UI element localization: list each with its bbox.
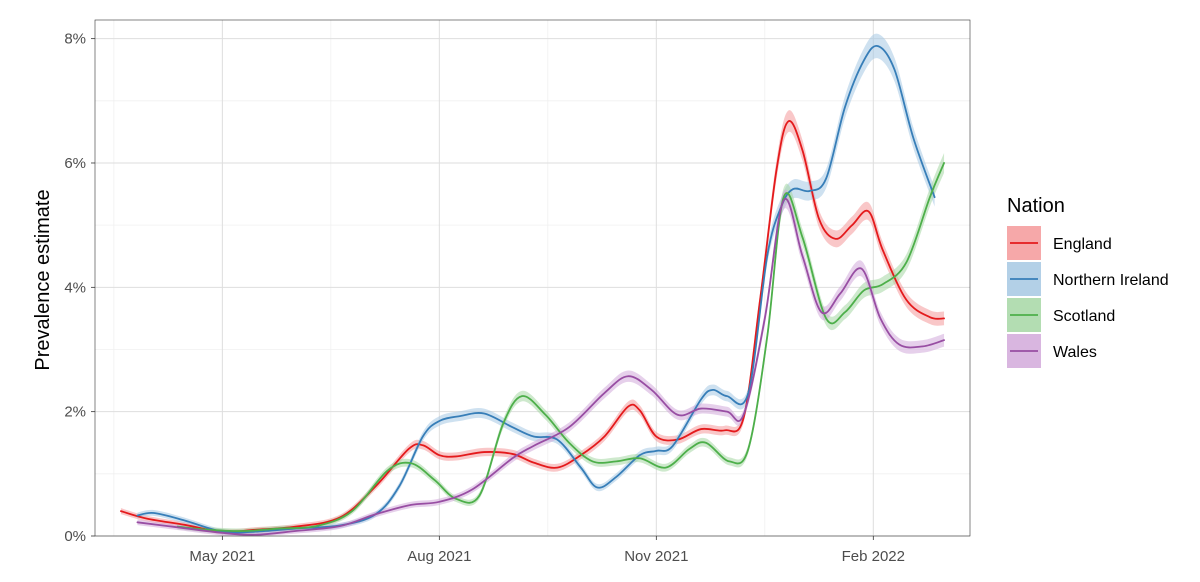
line-wales xyxy=(136,197,945,536)
legend-label-england: England xyxy=(1053,236,1112,253)
y-tick-label: 8% xyxy=(64,31,86,48)
legend-item-england: England xyxy=(1007,226,1112,260)
x-tick-label: Nov 2021 xyxy=(624,548,688,565)
ribbon-northern-ireland xyxy=(137,33,935,536)
legend-title: Nation xyxy=(1007,195,1065,217)
x-axis: May 2021 Aug 2021 Nov 2021 Feb 2022 xyxy=(189,536,905,565)
y-tick-label: 2% xyxy=(64,404,86,421)
legend-label-wales: Wales xyxy=(1053,344,1097,361)
legend: Nation England Northern Ireland Scotland Wa… xyxy=(1007,195,1169,368)
legend-label-scotland: Scotland xyxy=(1053,308,1115,325)
line-scotland xyxy=(176,162,945,532)
ribbon-scotland xyxy=(177,153,945,534)
legend-items: England Northern Ireland Scotland Wales xyxy=(1007,226,1169,368)
legend-item-northern-ireland: Northern Ireland xyxy=(1007,262,1169,296)
plot-panel xyxy=(94,19,971,537)
y-axis: 0% 2% 4% 6% 8% xyxy=(64,31,95,545)
x-tick-label: May 2021 xyxy=(189,548,255,565)
panel-border xyxy=(94,19,971,537)
minor-gridlines xyxy=(95,20,970,536)
x-tick-label: Aug 2021 xyxy=(407,548,471,565)
legend-item-scotland: Scotland xyxy=(1007,298,1115,332)
x-tick-label: Feb 2022 xyxy=(842,548,905,565)
legend-label-northern-ireland: Northern Ireland xyxy=(1053,272,1169,289)
ribbon-england xyxy=(120,110,945,535)
y-tick-label: 0% xyxy=(64,528,86,545)
y-axis-title: Prevalence estimate xyxy=(32,189,54,370)
y-tick-label: 4% xyxy=(64,279,86,296)
confidence-ribbons xyxy=(120,33,945,537)
legend-item-wales: Wales xyxy=(1007,334,1097,368)
line-england xyxy=(120,120,945,533)
ribbon-wales xyxy=(137,189,945,537)
series-lines xyxy=(120,44,945,536)
y-tick-label: 6% xyxy=(64,155,86,172)
